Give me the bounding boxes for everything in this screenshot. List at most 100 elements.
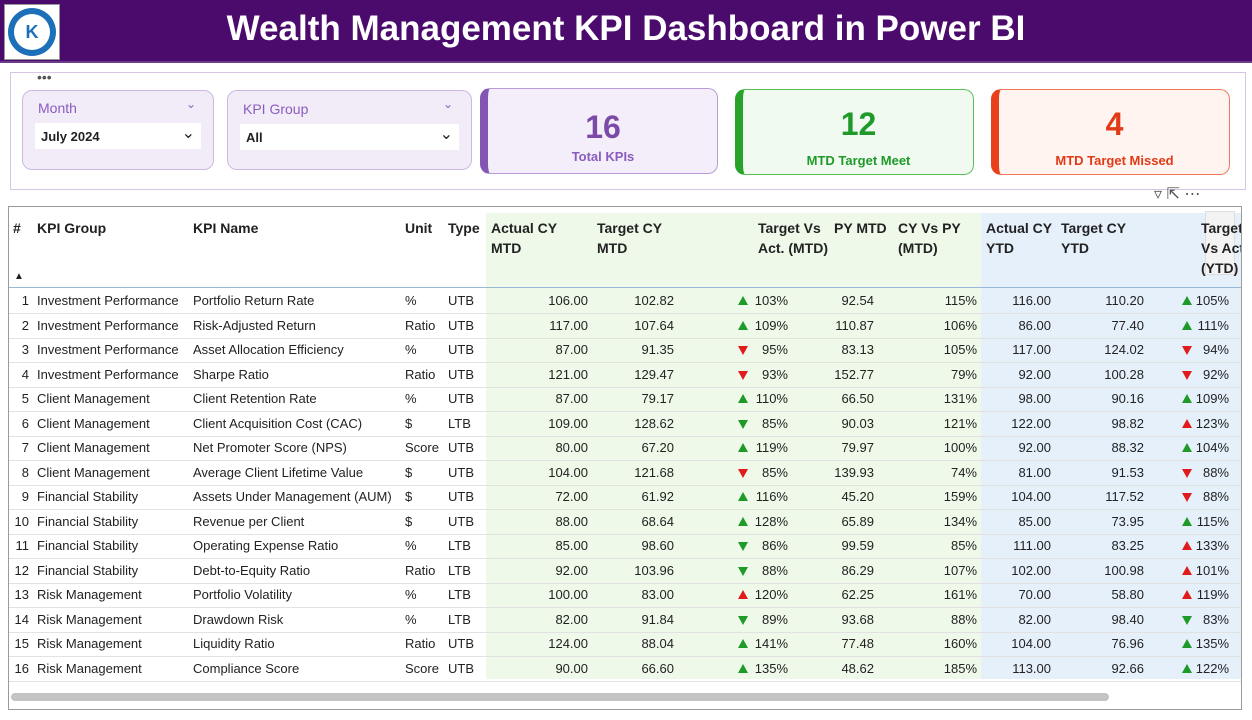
dashboard-title: Wealth Management KPI Dashboard in Power… bbox=[226, 9, 1026, 48]
row-divider bbox=[9, 533, 1241, 535]
table-cell: 87.00 bbox=[555, 342, 588, 357]
table-cell: 98.82 bbox=[1111, 415, 1144, 431]
table-cell: 100.98 bbox=[1104, 562, 1144, 578]
table-cell: 91.84 bbox=[641, 611, 674, 627]
table-cell: 74% bbox=[950, 464, 977, 480]
dropdown[interactable]: All ⌄ bbox=[240, 124, 459, 150]
table-cell: 76.96 bbox=[1111, 636, 1144, 651]
table-cell: Operating Expense Ratio bbox=[193, 538, 339, 553]
table-cell: 66.50 bbox=[841, 391, 874, 406]
column-header: Target Vs Act. (YTD) bbox=[1201, 220, 1242, 276]
table-cell: 92.00 bbox=[1018, 440, 1051, 455]
status-icon bbox=[738, 468, 748, 478]
scrollbar[interactable] bbox=[11, 693, 1109, 701]
sort-arrow[interactable]: ▲ bbox=[14, 271, 24, 282]
table-cell: 109% bbox=[754, 317, 788, 333]
table-cell: 88% bbox=[1202, 489, 1229, 504]
column-header: Target CY YTD bbox=[1061, 220, 1126, 256]
table-cell: Investment Performance bbox=[37, 317, 179, 333]
table-cell: Score bbox=[405, 440, 439, 455]
visual-toolbar[interactable]: ▿ ⇱ ⋯ bbox=[1154, 186, 1201, 203]
table-cell: 8 bbox=[21, 464, 29, 480]
slicer-label: KPI Group bbox=[243, 101, 309, 117]
table-cell: 135% bbox=[1195, 636, 1229, 651]
table-cell: LTB bbox=[448, 415, 471, 431]
table-cell: Ratio bbox=[405, 562, 436, 578]
table-cell: 103% bbox=[754, 293, 788, 308]
table-cell: 110.20 bbox=[1105, 293, 1144, 308]
table-cell: 116% bbox=[755, 489, 788, 504]
table-cell: 85.00 bbox=[555, 538, 588, 553]
status-arrow bbox=[738, 615, 748, 625]
dropdown[interactable]: July 2024 ⌄ bbox=[35, 123, 201, 149]
table-cell: 77.48 bbox=[841, 636, 874, 651]
table-cell: 131% bbox=[943, 391, 977, 406]
table-cell: Ratio bbox=[405, 317, 436, 333]
month-slicer[interactable]: Month ⌄ July 2024 ⌄ bbox=[22, 90, 214, 170]
table-cell: 68.64 bbox=[641, 513, 674, 529]
table-cell: 11 bbox=[15, 538, 30, 553]
table-cell: 13 bbox=[14, 587, 29, 602]
status-arrow bbox=[1182, 516, 1192, 526]
table-cell: LTB bbox=[448, 562, 471, 578]
table-cell: UTB bbox=[448, 366, 474, 382]
status-icon bbox=[738, 516, 748, 526]
kpi-group-slicer[interactable]: KPI Group ⌄ All ⌄ bbox=[227, 90, 472, 170]
table-cell: 100.00 bbox=[548, 587, 588, 602]
table-cell: 16 bbox=[14, 660, 29, 676]
table-cell: 100.28 bbox=[1104, 366, 1144, 382]
table-cell: Financial Stability bbox=[37, 513, 139, 529]
table-cell: 119% bbox=[1196, 587, 1229, 602]
pane-icons[interactable] bbox=[1205, 211, 1235, 275]
status-arrow bbox=[738, 346, 748, 355]
table-cell: Net Promoter Score (NPS) bbox=[193, 440, 347, 455]
table-cell: 116.00 bbox=[1012, 293, 1051, 308]
status-arrow bbox=[1182, 663, 1192, 673]
mtd-band bbox=[486, 213, 981, 679]
table-cell: Client Management bbox=[37, 391, 150, 406]
table-cell: Compliance Score bbox=[193, 660, 300, 676]
table-cell: Asset Allocation Efficiency bbox=[193, 342, 344, 357]
status-icon bbox=[738, 542, 748, 551]
table-cell: 92.00 bbox=[1018, 366, 1051, 382]
table-cell: 101% bbox=[1195, 562, 1229, 578]
status-icon bbox=[738, 346, 748, 355]
table-cell: $ bbox=[405, 464, 413, 480]
table-cell: 185% bbox=[943, 660, 977, 676]
card-value: 4 bbox=[1105, 106, 1124, 142]
table-cell: 111.00 bbox=[1013, 538, 1051, 553]
table-cell: 95% bbox=[761, 342, 788, 357]
table-cell: % bbox=[405, 342, 417, 357]
table-cell: 102.82 bbox=[634, 293, 674, 308]
card-value: 16 bbox=[585, 109, 621, 145]
more-options[interactable]: ••• bbox=[37, 69, 52, 85]
table-cell: LTB bbox=[448, 538, 471, 553]
card-label: Total KPIs bbox=[571, 149, 635, 164]
row-divider bbox=[9, 313, 1241, 314]
table-cell: 86.00 bbox=[1018, 317, 1051, 333]
table-cell: 90.03 bbox=[841, 415, 874, 431]
status-icon bbox=[738, 320, 748, 330]
table-cell: 117.00 bbox=[1012, 342, 1051, 357]
table-cell: 98.00 bbox=[1018, 391, 1051, 406]
status-arrow bbox=[738, 542, 748, 551]
table-cell: 117.00 bbox=[549, 317, 588, 333]
table-cell: 12 bbox=[14, 562, 29, 578]
table-cell: Client Management bbox=[37, 440, 150, 455]
table-cell: Client Retention Rate bbox=[193, 391, 317, 406]
table-cell: 88% bbox=[761, 562, 788, 578]
status-arrow bbox=[1182, 541, 1192, 550]
status-icon bbox=[738, 419, 748, 429]
status-icon bbox=[1182, 615, 1192, 625]
slicer-label: Month bbox=[38, 100, 77, 116]
status-icon bbox=[738, 443, 748, 452]
table-cell: 98.40 bbox=[1111, 611, 1144, 627]
table-cell: 88% bbox=[950, 611, 977, 627]
table-cell: 104.00 bbox=[1011, 489, 1051, 504]
status-icon bbox=[1182, 541, 1192, 550]
row-divider bbox=[9, 509, 1241, 510]
table-cell: 6 bbox=[21, 415, 29, 431]
status-arrow bbox=[738, 639, 748, 648]
table-cell: 4 bbox=[21, 366, 29, 382]
table-cell: 86.29 bbox=[841, 562, 874, 578]
